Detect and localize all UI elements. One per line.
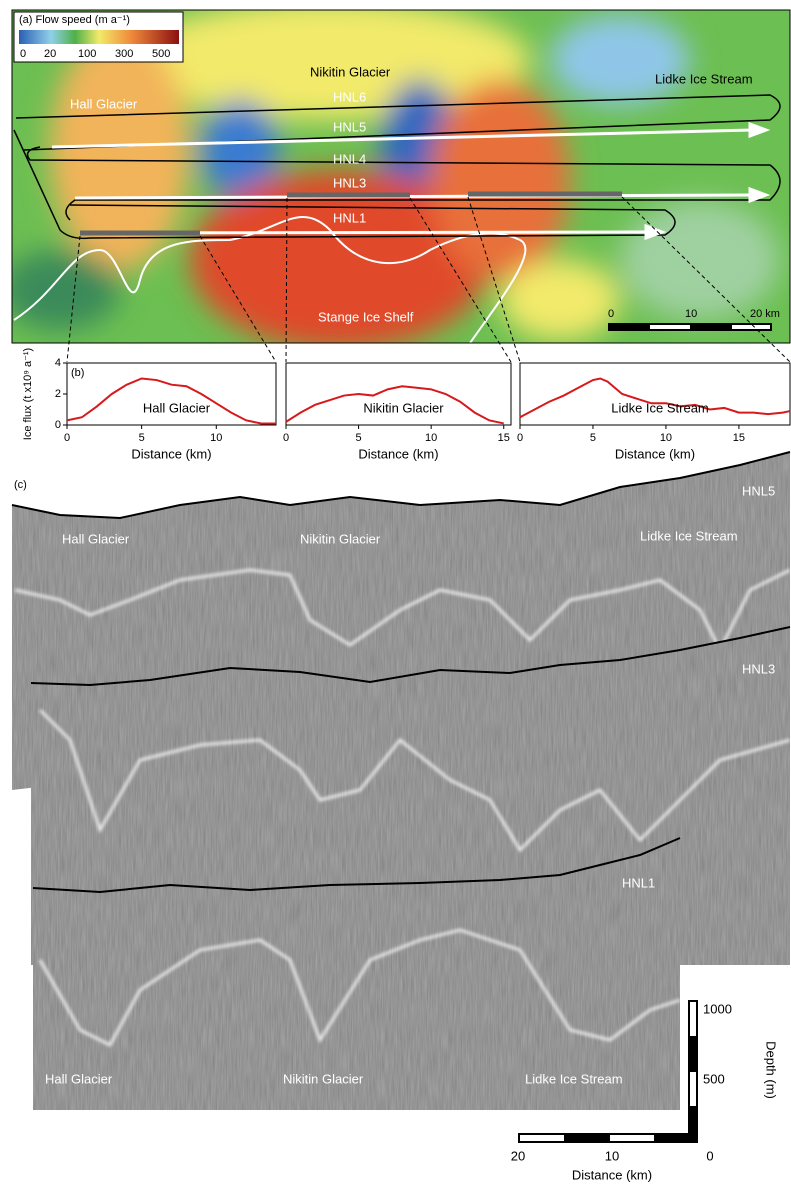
depth-tick: 500 [703,1071,725,1086]
x-tick-label: 10 [660,432,672,444]
scale-tick: 20 km [750,308,780,320]
profile-label: Lidke Ice Stream [640,528,738,543]
panel-label: (b) [71,367,84,379]
x-tick-label: 5 [139,432,145,444]
y-tick-label: 4 [55,357,61,369]
plot-frame [67,363,276,425]
distance-tick: 20 [511,1148,525,1163]
colorbar-tick: 500 [152,48,170,60]
distance-tick: 0 [706,1148,713,1163]
x-axis-label: Distance (km) [131,446,211,461]
label: Stange Ice Shelf [318,309,414,324]
colorbar-tick: 100 [78,48,96,60]
x-tick-label: 5 [356,432,362,444]
x-axis-label: Distance (km) [358,446,438,461]
profile-label: Nikitin Glacier [300,531,381,546]
chart-title: Lidke Ice Stream [611,400,709,415]
label: Lidke Ice Stream [655,71,753,86]
line-label: HNL6 [333,89,366,104]
depth-label: Depth (m) [764,1041,779,1099]
x-tick-label: 0 [64,432,70,444]
scale-tick: 10 [685,308,697,320]
x-axis-label: Distance (km) [615,446,695,461]
x-tick-label: 5 [590,432,596,444]
colorbar [19,30,179,44]
profile-label: HNL5 [742,483,775,498]
label: Hall Glacier [70,96,138,111]
colorbar-tick: 300 [115,48,133,60]
line-label: HNL3 [333,175,366,190]
y-tick-label: 2 [55,388,61,400]
colorbar-tick: 0 [20,48,26,60]
x-tick-label: 15 [498,432,510,444]
plot-frame [520,363,790,425]
line-label: HNL4 [333,151,366,166]
x-tick-label: 10 [210,432,222,444]
line-label: HNL5 [333,119,366,134]
x-tick-label: 10 [425,432,437,444]
y-tick-label: 0 [55,419,61,431]
profile-label: Hall Glacier [45,1071,113,1086]
x-tick-label: 15 [733,432,745,444]
profile-label: Hall Glacier [62,531,130,546]
profile-label: HNL3 [742,661,775,676]
line-label: HNL1 [333,210,366,225]
plot-frame [286,363,511,425]
x-tick-label: 0 [517,432,523,444]
x-tick-label: 0 [283,432,289,444]
chart-title: Hall Glacier [143,400,211,415]
chart-title: Nikitin Glacier [363,400,444,415]
profile-label: Lidke Ice Stream [525,1071,623,1086]
scale-tick: 0 [608,308,614,320]
profile-label: HNL1 [622,875,655,890]
profile-label: Nikitin Glacier [283,1071,364,1086]
label: Nikitin Glacier [310,64,391,79]
depth-tick: 1000 [703,1001,732,1016]
panel-label: (c) [14,479,27,491]
colorbar-tick: 20 [44,48,56,60]
distance-label: Distance (km) [572,1167,652,1182]
distance-tick: 10 [605,1148,619,1163]
y-axis-label: Ice flux (t x10⁹ a⁻¹) [22,348,34,440]
figure: (a) Flow speed (m a⁻¹) 020100300500 Hall… [0,0,791,1187]
map-title: (a) Flow speed (m a⁻¹) [19,14,130,26]
